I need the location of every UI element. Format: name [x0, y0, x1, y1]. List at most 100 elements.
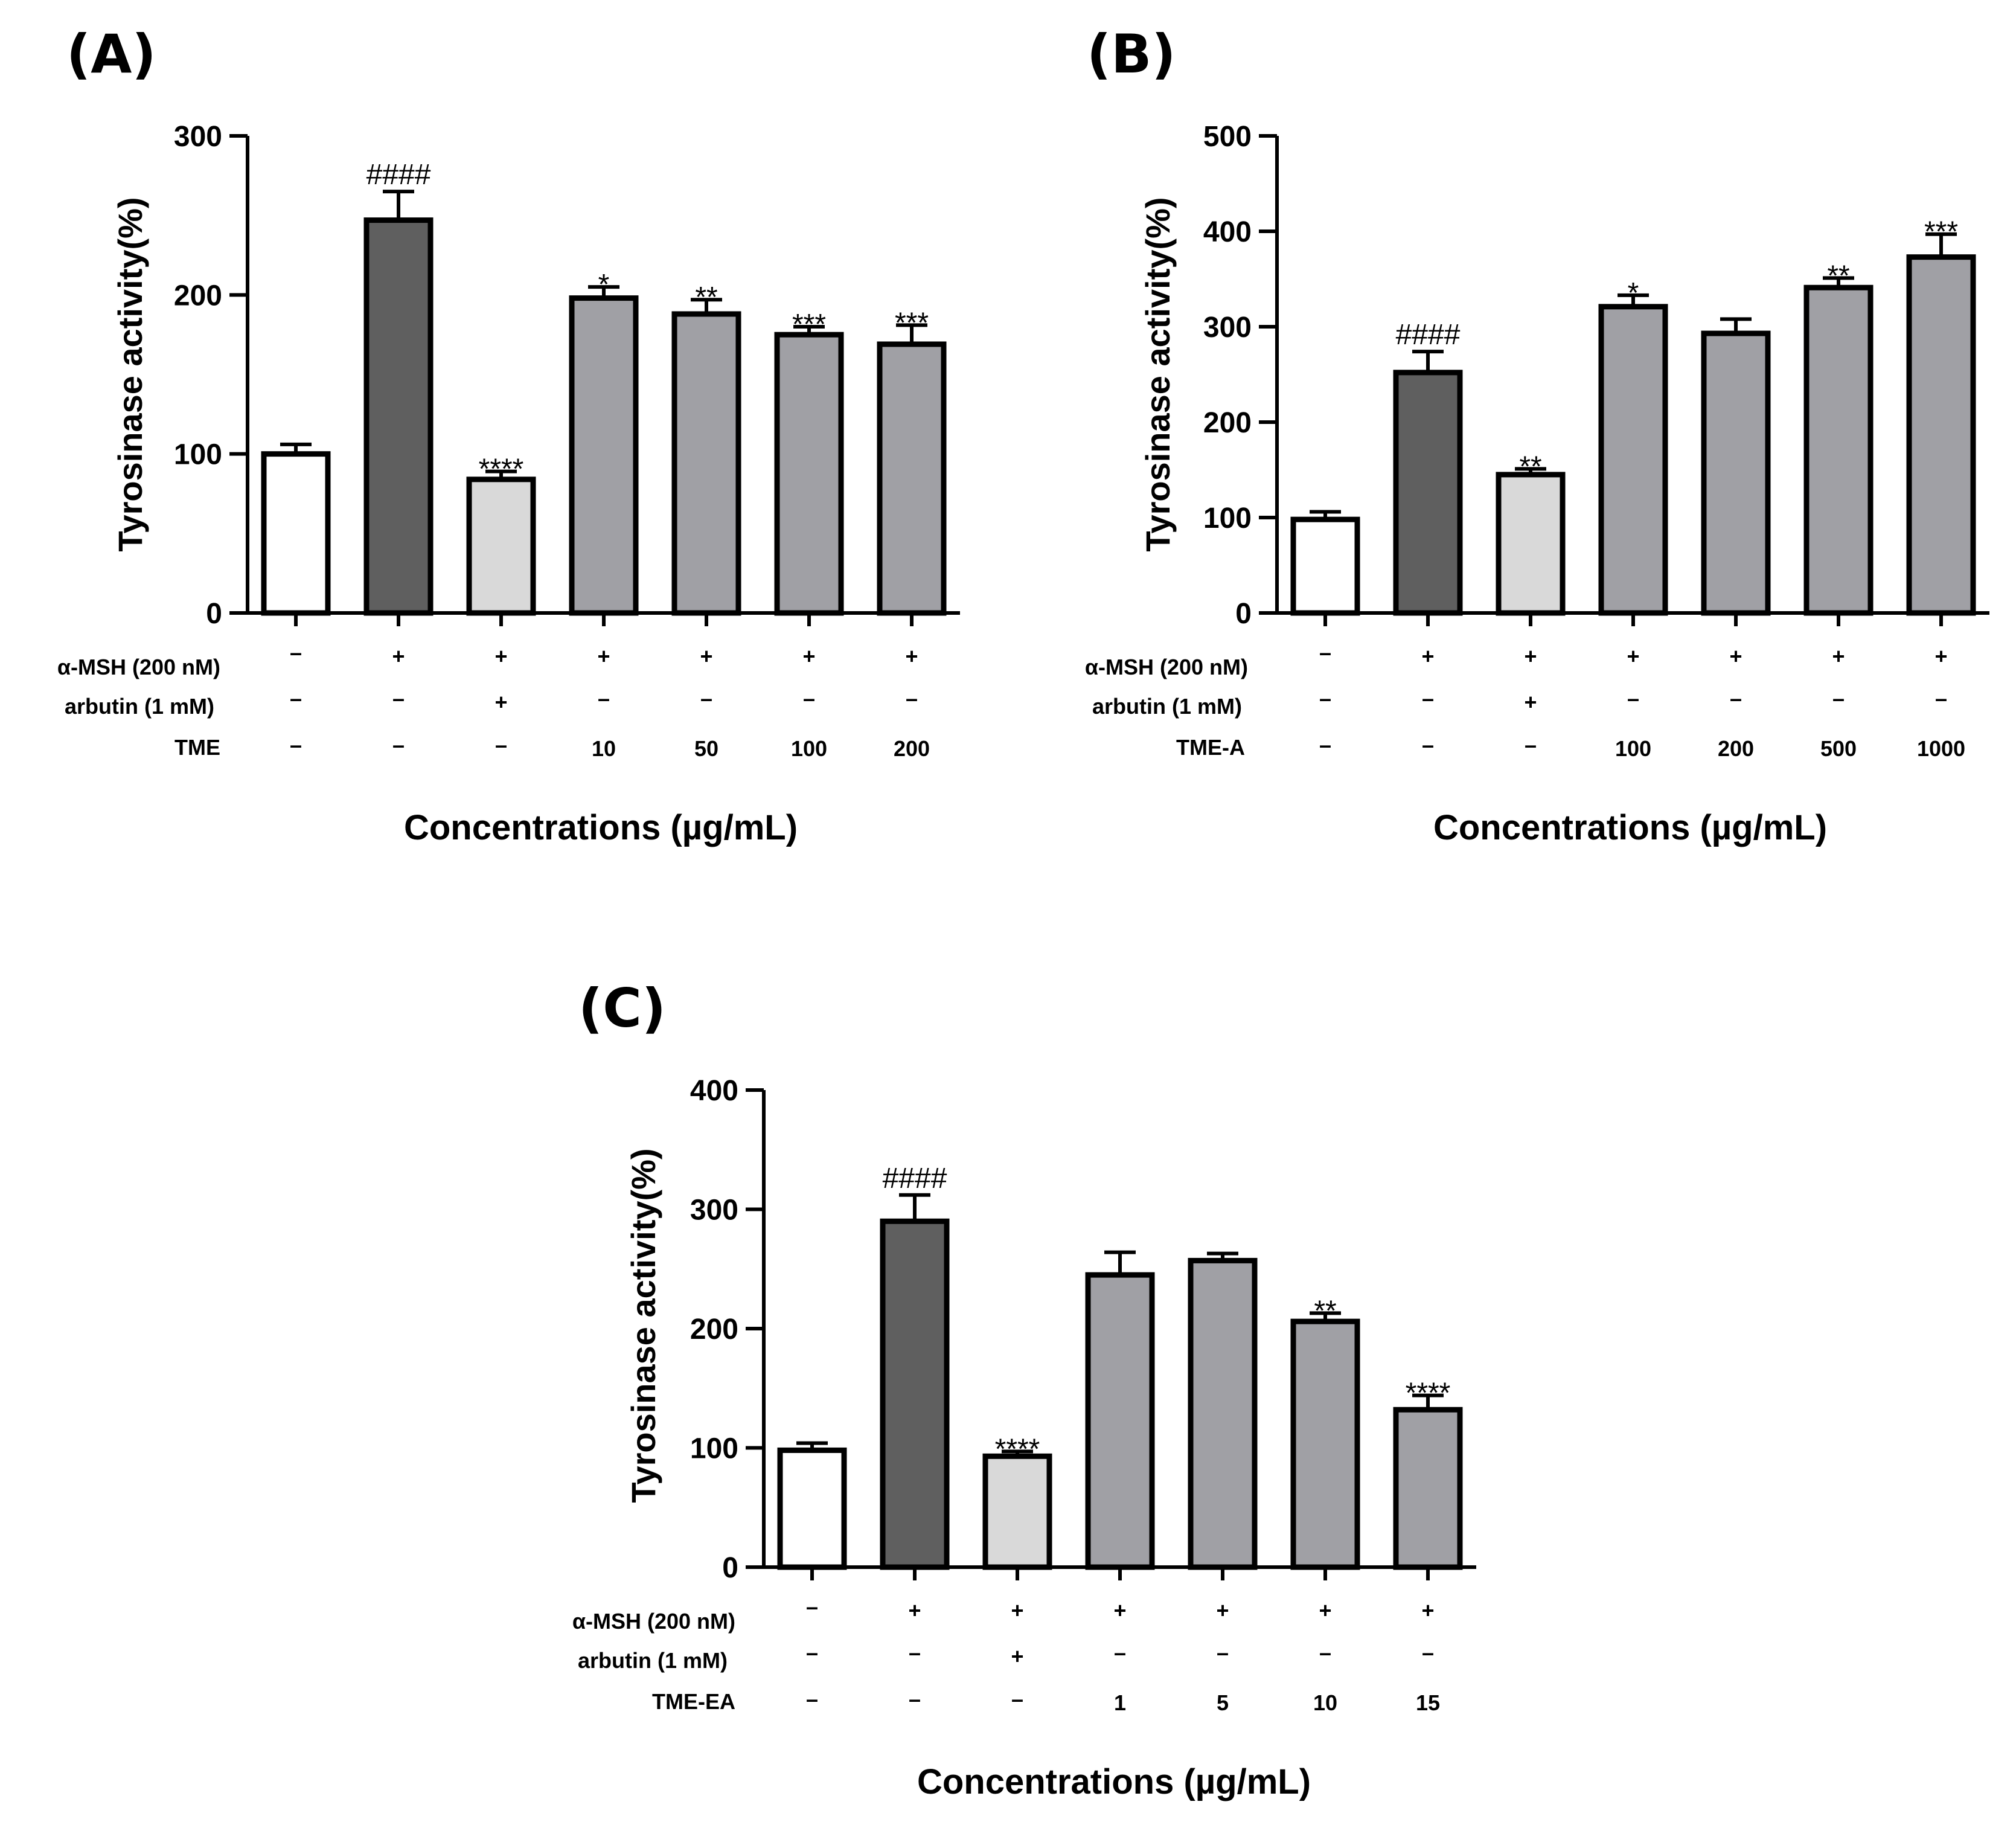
bar	[261, 451, 331, 616]
condition-value: +	[1421, 644, 1434, 669]
condition-value: –	[806, 1687, 818, 1711]
condition-value: +	[1113, 1598, 1126, 1623]
condition-value: +	[597, 644, 610, 669]
y-tick-label: 300	[174, 121, 222, 153]
significance-label: *	[598, 269, 610, 301]
condition-value: –	[290, 733, 302, 757]
condition-value: –	[1422, 733, 1434, 757]
condition-value: –	[1525, 733, 1537, 757]
condition-value: –	[290, 640, 302, 665]
bar	[982, 1453, 1052, 1570]
condition-value: –	[290, 686, 302, 711]
y-axis-label: Tyrosinase activity(%)	[624, 1148, 662, 1503]
condition-value: –	[1319, 1640, 1331, 1665]
condition-value: 100	[791, 736, 827, 761]
row-label-arbutin: arbutin (1 mM)	[1092, 694, 1242, 719]
condition-value: –	[1319, 686, 1331, 711]
condition-value: –	[806, 1640, 818, 1665]
panel-label: (A)	[66, 23, 156, 85]
condition-value: –	[1422, 686, 1434, 711]
row-label-extract: TME-EA	[652, 1689, 735, 1714]
condition-value: –	[1011, 1687, 1023, 1711]
condition-value: –	[906, 686, 918, 711]
x-axis-label: Concentrations (µg/mL)	[404, 808, 798, 847]
condition-value: –	[909, 1687, 921, 1711]
condition-value: –	[392, 686, 405, 711]
row-label-msh: α-MSH (200 nM)	[572, 1609, 735, 1634]
condition-value: +	[1011, 1644, 1023, 1669]
bar	[671, 311, 741, 616]
bar	[1906, 254, 1976, 616]
condition-value: +	[1319, 1598, 1331, 1623]
row-label-msh: α-MSH (200 nM)	[57, 655, 220, 679]
y-tick-label: 100	[174, 439, 222, 471]
significance-label: ***	[792, 309, 826, 341]
panel-label: (C)	[578, 977, 666, 1039]
condition-value: 500	[1820, 736, 1857, 761]
condition-value: +	[1524, 644, 1537, 669]
row-label-arbutin: arbutin (1 mM)	[65, 694, 214, 719]
condition-value: +	[494, 690, 507, 714]
significance-label: **	[1519, 451, 1541, 483]
significance-label: ****	[995, 1433, 1040, 1465]
bar	[877, 341, 947, 616]
bar	[1393, 1407, 1463, 1570]
condition-value: –	[700, 686, 712, 711]
y-tick-label: 100	[1203, 502, 1252, 534]
condition-value: +	[1216, 1598, 1229, 1623]
bar	[1290, 1318, 1360, 1570]
condition-value: 5	[1217, 1690, 1229, 1715]
y-tick-label: 400	[1203, 216, 1252, 248]
bar	[774, 332, 844, 616]
y-tick-label: 200	[174, 280, 222, 312]
bar	[466, 476, 536, 616]
significance-label: ***	[1924, 216, 1958, 248]
y-tick-label: 200	[690, 1314, 738, 1346]
bar	[777, 1447, 847, 1570]
panel-a: (A) Tyrosinase activity(%) Concentration…	[57, 23, 960, 847]
row-label-extract: TME	[174, 735, 220, 760]
condition-value: +	[1524, 690, 1537, 714]
bar	[1803, 284, 1874, 616]
y-tick-label: 0	[722, 1552, 738, 1584]
bar	[1701, 330, 1771, 616]
significance-label: ####	[883, 1163, 947, 1195]
y-tick-label: 100	[690, 1433, 738, 1465]
condition-value: 1	[1114, 1690, 1126, 1715]
significance-label: ****	[479, 454, 524, 486]
condition-value: 10	[1313, 1690, 1337, 1715]
row-label-extract: TME-A	[1176, 735, 1245, 760]
condition-value: 100	[1615, 736, 1651, 761]
condition-value: –	[1319, 733, 1331, 757]
condition-value: –	[392, 733, 405, 757]
condition-value: –	[1730, 686, 1742, 711]
significance-label: *	[1628, 277, 1639, 309]
row-label-msh: α-MSH (200 nM)	[1085, 655, 1248, 679]
bar	[1188, 1257, 1258, 1570]
significance-label: ***	[895, 307, 929, 339]
y-axis-label: Tyrosinase activity(%)	[1139, 197, 1177, 551]
condition-value: –	[909, 1640, 921, 1665]
condition-value: –	[1832, 686, 1845, 711]
panel-c: (C) Tyrosinase activity(%) Concentration…	[572, 977, 1476, 1801]
significance-label: ####	[1396, 319, 1461, 351]
bar	[880, 1218, 950, 1570]
condition-value: –	[806, 1594, 818, 1619]
y-tick-label: 300	[690, 1195, 738, 1227]
condition-value: +	[908, 1598, 921, 1623]
condition-value: 200	[1718, 736, 1754, 761]
bar	[1598, 304, 1668, 616]
x-axis-label: Concentrations (µg/mL)	[917, 1762, 1311, 1801]
condition-value: +	[1421, 1598, 1434, 1623]
condition-value: 15	[1416, 1690, 1440, 1715]
condition-value: +	[1934, 644, 1947, 669]
condition-value: +	[392, 644, 405, 669]
y-tick-label: 300	[1203, 312, 1252, 344]
condition-value: –	[1319, 640, 1331, 665]
x-axis-label: Concentrations (µg/mL)	[1433, 808, 1827, 847]
condition-value: +	[1627, 644, 1639, 669]
condition-value: –	[1627, 686, 1639, 711]
condition-value: –	[1935, 686, 1947, 711]
y-tick-label: 500	[1203, 121, 1252, 153]
condition-value: +	[1729, 644, 1742, 669]
